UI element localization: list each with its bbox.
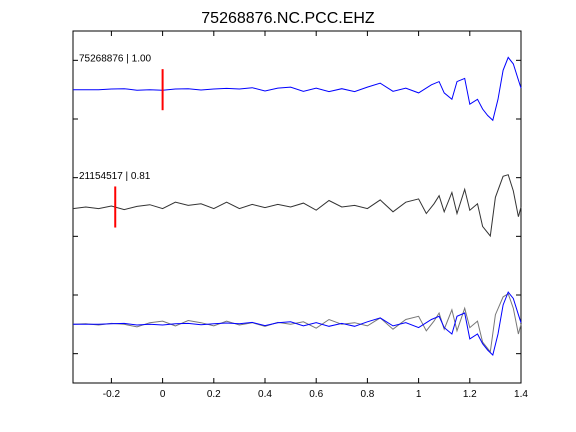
x-tick-label: -0.2 (103, 389, 121, 400)
plot-area (72, 30, 522, 384)
x-tick-label: 0.2 (207, 389, 221, 400)
x-tick-label: 0.4 (258, 389, 272, 400)
trace-master (73, 56, 522, 122)
trace-label-1: 21154517 | 0.81 (79, 171, 151, 182)
trace-overlay-master (73, 291, 522, 356)
x-tick-label: 1.4 (514, 389, 528, 400)
trace-label-0: 75268876 | 1.00 (79, 54, 152, 65)
trace-overlay-correlated (72, 292, 522, 354)
x-tick-label: 1.2 (463, 389, 477, 400)
waveform-traces (72, 56, 522, 356)
x-axis: -0.2 0 0.2 0.4 0.6 0.8 1 1.2 1.4 (103, 31, 528, 400)
pick-markers (114, 69, 164, 228)
x-tick-label: 1 (416, 389, 422, 400)
y-axis (73, 59, 521, 355)
chart-title: 75268876.NC.PCC.EHZ (201, 10, 375, 27)
x-tick-label: 0.8 (360, 389, 374, 400)
trace-correlated (72, 174, 522, 238)
trace-labels: 75268876 | 1.00 21154517 | 0.81 (79, 54, 152, 182)
x-tick-label: 0 (160, 389, 166, 400)
x-tick-label: 0.6 (309, 389, 323, 400)
